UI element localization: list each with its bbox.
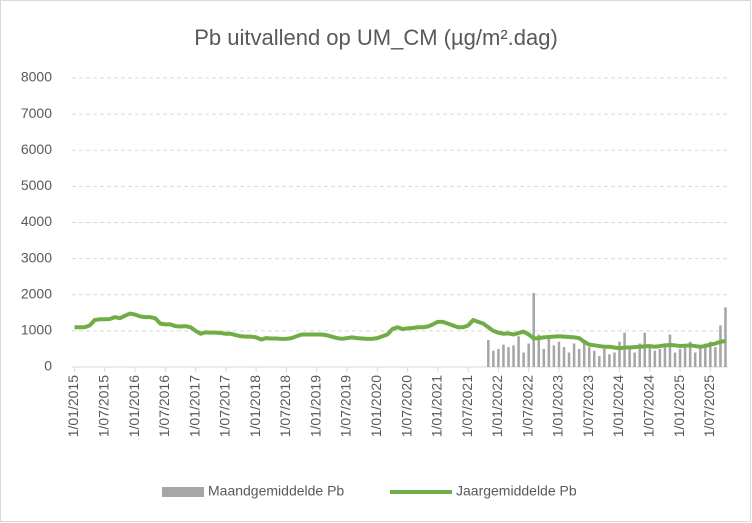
- bar: [688, 341, 692, 367]
- bar: [517, 336, 520, 367]
- bar: [608, 354, 611, 367]
- bar: [522, 352, 525, 367]
- bar: [577, 348, 581, 367]
- x-tick-label: 1/01/2020: [368, 375, 384, 437]
- bar: [557, 341, 561, 367]
- legend-swatch: [162, 487, 204, 497]
- chart-title: Pb uitvallend op UM_CM (µg/m².dag): [194, 25, 558, 50]
- bar: [572, 343, 576, 367]
- bar: [598, 356, 601, 367]
- bar: [638, 343, 641, 367]
- bar: [658, 348, 662, 367]
- bar: [497, 348, 500, 367]
- bar: [582, 341, 586, 367]
- bar: [542, 348, 546, 367]
- legend-label: Maandgemiddelde Pb: [208, 483, 344, 499]
- bar: [532, 292, 535, 367]
- x-tick-label: 1/01/2025: [671, 375, 687, 437]
- x-tick-label: 1/07/2017: [217, 375, 233, 437]
- x-tick-label: 1/07/2015: [96, 375, 112, 437]
- x-tick-label: 1/07/2022: [519, 375, 535, 437]
- bar: [663, 345, 667, 367]
- bar: [628, 347, 631, 367]
- x-tick-label: 1/07/2019: [338, 375, 354, 437]
- bar: [693, 352, 697, 367]
- bar: [673, 352, 677, 367]
- bar: [487, 339, 490, 367]
- bar: [724, 307, 727, 367]
- bar: [613, 352, 616, 367]
- bar: [512, 345, 515, 367]
- y-tick-label: 3000: [21, 249, 52, 265]
- y-tick-label: 4000: [21, 213, 52, 229]
- x-tick-label: 1/01/2018: [247, 375, 263, 437]
- y-tick-label: 7000: [21, 105, 52, 121]
- bar: [537, 334, 541, 367]
- bar: [648, 345, 652, 367]
- bar: [547, 337, 551, 367]
- bar: [492, 350, 495, 367]
- y-tick-label: 6000: [21, 141, 52, 157]
- bar: [587, 347, 591, 367]
- bar: [603, 348, 606, 367]
- y-tick-label: 2000: [21, 285, 52, 301]
- y-tick-label: 8000: [21, 69, 52, 85]
- x-tick-label: 1/01/2016: [126, 375, 142, 437]
- y-tick-label: 1000: [21, 322, 52, 338]
- x-tick-label: 1/01/2019: [307, 375, 323, 437]
- bar: [527, 343, 530, 367]
- x-tick-label: 1/07/2025: [701, 375, 717, 437]
- bar: [704, 343, 707, 367]
- bar: [709, 341, 712, 367]
- bar: [593, 350, 596, 367]
- bar: [567, 352, 571, 367]
- bar: [698, 345, 702, 367]
- x-tick-label: 1/07/2018: [277, 375, 293, 437]
- y-tick-label: 5000: [21, 177, 52, 193]
- x-tick-label: 1/01/2021: [429, 375, 445, 437]
- bar: [643, 332, 646, 367]
- line: [74, 311, 726, 351]
- x-tick-label: 1/01/2024: [610, 375, 626, 437]
- bar: [552, 345, 556, 367]
- bar: [719, 325, 722, 367]
- x-tick-label: 1/01/2017: [186, 375, 202, 437]
- x-tick-label: 1/01/2015: [65, 375, 81, 437]
- bar: [668, 334, 672, 367]
- bar: [507, 347, 510, 367]
- x-tick-label: 1/01/2022: [489, 375, 505, 437]
- bar: [678, 348, 682, 367]
- bar: [502, 344, 505, 367]
- bar: [618, 341, 621, 367]
- bar: [714, 347, 717, 367]
- x-tick-label: 1/01/2023: [550, 375, 566, 437]
- legend-label: Jaargemiddelde Pb: [456, 483, 577, 499]
- bar: [623, 332, 626, 367]
- x-tick-label: 1/07/2016: [156, 375, 172, 437]
- x-tick-label: 1/07/2021: [459, 375, 475, 437]
- bar: [683, 347, 687, 367]
- bar: [633, 352, 636, 367]
- y-tick-label: 0: [44, 358, 52, 374]
- x-tick-label: 1/07/2024: [640, 375, 656, 437]
- x-tick-label: 1/07/2020: [398, 375, 414, 437]
- x-tick-label: 1/07/2023: [580, 375, 596, 437]
- bar: [653, 350, 657, 367]
- bar: [562, 347, 566, 367]
